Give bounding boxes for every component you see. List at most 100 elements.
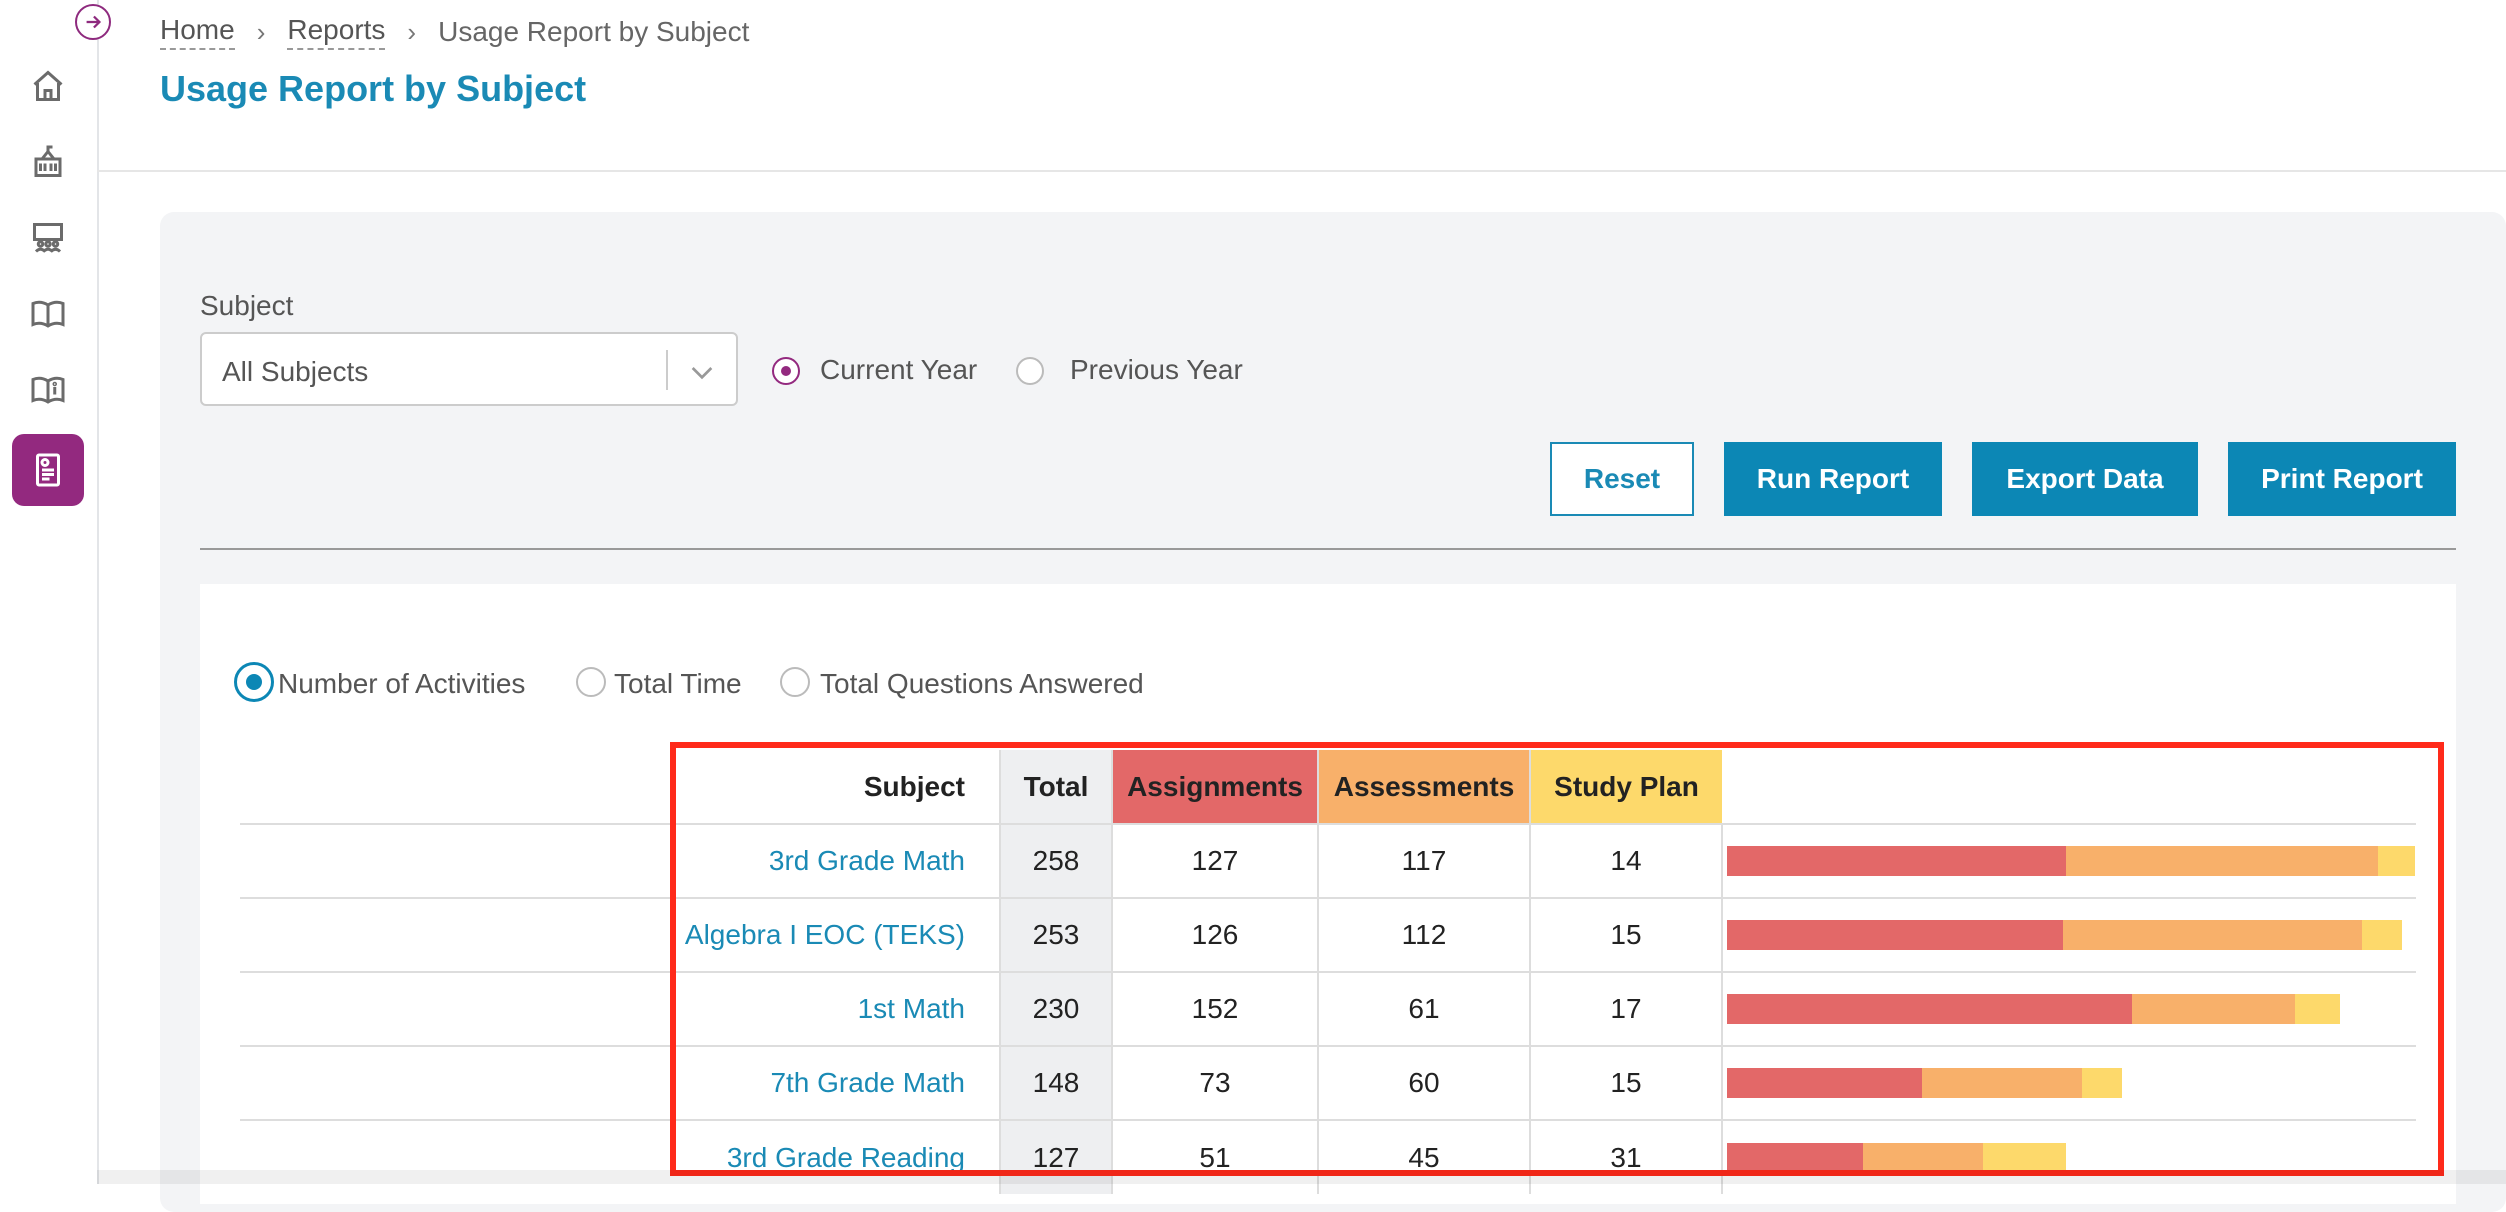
book-open-icon[interactable] [24, 290, 72, 338]
subject-link[interactable]: Algebra I EOC (TEKS) [670, 897, 1000, 972]
subject-select-value: All Subjects [222, 356, 369, 387]
header-divider [97, 170, 2506, 172]
print-report-button[interactable]: Print Report [2228, 442, 2456, 516]
bar-segment-study-plan [2361, 920, 2402, 950]
table-row: Algebra I EOC (TEKS) 253 126 112 15 [240, 897, 2416, 972]
sidebar-expand-button[interactable] [75, 4, 111, 40]
total-cell: 258 [999, 823, 1113, 898]
bar-segment-assessments [2063, 920, 2362, 950]
home-icon[interactable] [24, 62, 72, 110]
current-year-label[interactable]: Current Year [820, 354, 978, 385]
metric-activities-radio[interactable] [234, 662, 274, 702]
page-title: Usage Report by Subject [160, 68, 587, 109]
study-plan-cell: 15 [1530, 1045, 1722, 1120]
bar-segment-study-plan [2081, 1068, 2122, 1098]
header-spacer [240, 750, 670, 824]
bar-segment-assignments [1727, 994, 2133, 1024]
school-icon[interactable] [24, 138, 72, 186]
total-cell: 253 [999, 897, 1113, 972]
study-plan-cell: 31 [1530, 1119, 1722, 1194]
bar-segment-assignments [1727, 1142, 1863, 1173]
panel-divider [200, 548, 2456, 550]
select-divider [666, 350, 668, 390]
assessments-cell: 61 [1318, 971, 1531, 1046]
assignments-cell: 126 [1112, 897, 1319, 972]
header-assignments[interactable]: Assignments [1112, 750, 1319, 824]
export-data-button[interactable]: Export Data [1972, 442, 2198, 516]
subject-link[interactable]: 1st Math [670, 971, 1000, 1046]
metric-questions-label[interactable]: Total Questions Answered [820, 668, 1144, 699]
bar-segment-assessments [1863, 1142, 1983, 1173]
study-plan-cell: 14 [1530, 823, 1722, 898]
usage-bar-cell [1721, 823, 2416, 898]
usage-bar-cell [1721, 1045, 2416, 1120]
breadcrumb-home[interactable]: Home [160, 14, 235, 50]
study-plan-cell: 17 [1530, 971, 1722, 1046]
usage-table: Subject Total Assignments Assessments St… [240, 750, 2416, 1194]
table-row: 1st Math 230 152 61 17 [240, 971, 2416, 1046]
run-report-button[interactable]: Run Report [1724, 442, 1942, 516]
table-header-row: Subject Total Assignments Assessments St… [240, 750, 2416, 824]
bar-segment-study-plan [2377, 846, 2415, 876]
metric-activities-label[interactable]: Number of Activities [278, 668, 526, 699]
table-body: 3rd Grade Math 258 127 117 14 Algebra I EOC (… [240, 823, 2416, 1194]
row-spacer [240, 897, 670, 972]
classroom-icon[interactable] [24, 214, 72, 262]
current-year-radio[interactable] [772, 357, 800, 385]
header-bar [1722, 750, 2416, 824]
usage-bar [1727, 1142, 2416, 1173]
header-subject[interactable]: Subject [863, 770, 965, 802]
reset-button[interactable]: Reset [1550, 442, 1694, 516]
chevron-right-icon: › [256, 16, 266, 47]
subject-label: Subject [200, 290, 294, 321]
assignments-cell: 73 [1112, 1045, 1319, 1120]
total-cell: 127 [999, 1119, 1113, 1194]
bar-segment-assessments [2065, 846, 2378, 876]
metric-questions-radio[interactable] [780, 667, 810, 697]
usage-bar [1727, 920, 2416, 950]
chevron-right-icon: › [407, 16, 417, 47]
assignments-cell: 127 [1112, 823, 1319, 898]
book-info-icon[interactable] [24, 366, 72, 414]
total-cell: 148 [999, 1045, 1113, 1120]
subject-select[interactable]: All Subjects [200, 332, 738, 406]
assessments-cell: 117 [1318, 823, 1531, 898]
table-row: 3rd Grade Math 258 127 117 14 [240, 823, 2416, 898]
usage-bar-cell [1721, 971, 2416, 1046]
subject-link[interactable]: 3rd Grade Reading [670, 1119, 1000, 1194]
usage-bar [1727, 1068, 2416, 1098]
metric-time-radio[interactable] [576, 667, 606, 697]
total-cell: 230 [999, 971, 1113, 1046]
table-row: 7th Grade Math 148 73 60 15 [240, 1045, 2416, 1120]
study-plan-cell: 15 [1530, 897, 1722, 972]
bar-segment-assignments [1727, 846, 2066, 876]
table-row: 3rd Grade Reading 127 51 45 31 [240, 1119, 2416, 1194]
header-assessments[interactable]: Assessments [1318, 750, 1531, 824]
report-icon[interactable] [12, 434, 84, 506]
bar-segment-study-plan [1983, 1142, 2066, 1173]
metric-time-label[interactable]: Total Time [614, 668, 742, 699]
row-spacer [240, 823, 670, 898]
breadcrumb: Home › Reports › Usage Report by Subject [160, 14, 749, 50]
previous-year-label[interactable]: Previous Year [1070, 354, 1243, 385]
sidebar [0, 0, 99, 1184]
usage-bar-cell [1721, 897, 2416, 972]
chevron-down-icon[interactable] [686, 356, 718, 388]
usage-bar-cell [1721, 1119, 2416, 1194]
previous-year-radio[interactable] [1016, 357, 1044, 385]
header-total[interactable]: Total [999, 750, 1113, 824]
assessments-cell: 60 [1318, 1045, 1531, 1120]
bar-segment-assignments [1727, 920, 2063, 950]
breadcrumb-reports[interactable]: Reports [287, 14, 386, 50]
subject-link[interactable]: 3rd Grade Math [670, 823, 1000, 898]
subject-link[interactable]: 7th Grade Math [670, 1045, 1000, 1120]
row-spacer [240, 1045, 670, 1120]
bottom-shadow [97, 1170, 2506, 1184]
usage-bar [1727, 846, 2416, 876]
assignments-cell: 152 [1112, 971, 1319, 1046]
assignments-cell: 51 [1112, 1119, 1319, 1194]
bar-segment-assignments [1727, 1068, 1922, 1098]
row-spacer [240, 1119, 670, 1194]
usage-table-wrap: Subject Total Assignments Assessments St… [240, 750, 2416, 1194]
header-study-plan[interactable]: Study Plan [1530, 750, 1722, 824]
